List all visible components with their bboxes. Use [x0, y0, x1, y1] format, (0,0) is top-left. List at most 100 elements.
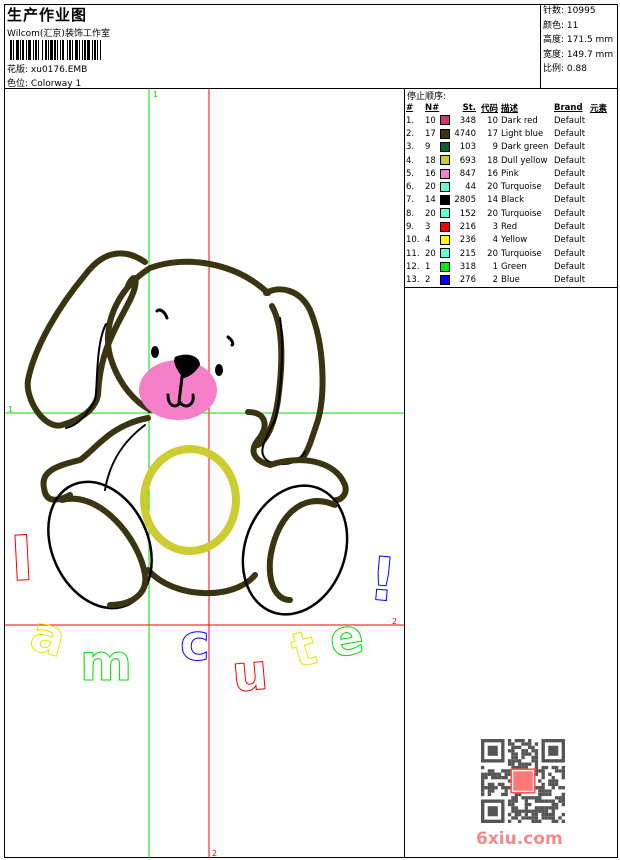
barcode-bar [21, 40, 22, 60]
stat-scale: 比例: 0.88 [543, 64, 587, 74]
barcode-bar [87, 40, 90, 60]
barcode-bar [73, 40, 75, 60]
row-description: Green [501, 261, 527, 272]
row-stitches: 215 [459, 248, 476, 259]
barcode [10, 40, 102, 60]
barcode-bar [78, 40, 79, 60]
left-arm [40, 415, 151, 503]
barcode-bar [90, 40, 92, 60]
row-stitches: 103 [459, 142, 476, 153]
row-description: Blue [501, 275, 520, 286]
head-outline [105, 258, 271, 413]
row-number: 3 [425, 222, 431, 233]
row-stitches: 152 [459, 208, 476, 219]
color-swatch [440, 221, 450, 232]
row-swatch [440, 247, 453, 260]
barcode-bar [20, 40, 21, 60]
row-swatch [440, 207, 453, 220]
row-swatch [440, 274, 453, 287]
row-code: 20 [487, 248, 498, 259]
row-number: 20 [425, 182, 436, 193]
color-swatch [440, 261, 450, 272]
barcode-bar [86, 40, 87, 60]
left-foot [47, 480, 153, 610]
axis-mark-bottom: 2 [212, 849, 217, 858]
barcode-bar [50, 40, 53, 60]
row-index: 1. [406, 115, 415, 126]
row-stitches: 2805 [454, 195, 476, 206]
row-number: 10 [425, 115, 436, 126]
row-index: 2. [406, 128, 415, 139]
barcode-bar [96, 40, 97, 60]
col-stitches: St. [462, 102, 476, 113]
right-ear [245, 286, 326, 468]
letter-a: a [25, 604, 73, 669]
page-frame [4, 4, 618, 858]
row-brand: Default [554, 155, 586, 166]
row-brand: Default [554, 235, 586, 246]
row-swatch [440, 234, 453, 247]
row-index: 11. [406, 248, 420, 259]
barcode-bar [22, 40, 24, 60]
table-header: # N# St. 代码 描述 Brand 元素 [406, 101, 607, 114]
col-number: N# [425, 102, 440, 113]
right-eyebrow [226, 335, 235, 347]
barcode-bar [69, 40, 71, 60]
barcode-bar [97, 40, 98, 60]
row-swatch [440, 167, 453, 180]
letter-c: c [180, 614, 210, 672]
colorway-value: Colorway 1 [30, 79, 82, 89]
row-number: 17 [425, 128, 436, 139]
row-brand: Default [554, 248, 586, 259]
left-eye [151, 346, 159, 358]
table-row: 5. 16 847 16 Pink Default [406, 167, 607, 180]
stat-height: 高度: 171.5 mm [543, 35, 614, 45]
design-label: 花版: [7, 65, 29, 75]
row-description: Dark red [501, 115, 538, 126]
right-eye [215, 364, 223, 376]
page-title: 生产作业图 [7, 6, 88, 24]
barcode-bar [34, 40, 35, 60]
row-number: 14 [425, 195, 436, 206]
barcode-bar [67, 40, 68, 60]
barcode-bar [53, 40, 54, 60]
barcode-bar [75, 40, 78, 60]
barcode-bar [68, 40, 69, 60]
barcode-bar [19, 40, 20, 60]
row-swatch [440, 154, 453, 167]
axis-mark-top: 1 [153, 90, 158, 99]
barcode-bar [58, 40, 60, 60]
row-number: 9 [425, 142, 431, 153]
color-swatch [440, 141, 450, 152]
row-index: 8. [406, 208, 415, 219]
row-stitches: 276 [459, 275, 476, 286]
row-code: 3 [492, 222, 498, 233]
barcode-bar [45, 40, 47, 60]
table-row: 11. 20 215 20 Turquoise Default [406, 247, 607, 260]
row-swatch [440, 220, 453, 233]
stop-sequence-panel: 停止顺序: # N# St. 代码 描述 Brand 元素 1. 10 348 … [405, 89, 618, 288]
color-sequence-table: # N# St. 代码 描述 Brand 元素 1. 10 348 10 Dar… [406, 101, 607, 287]
row-brand: Default [554, 128, 586, 139]
right-foot [241, 484, 349, 616]
col-code: 代码 [480, 103, 498, 114]
table-row: 3. 9 103 9 Dark green Default [406, 141, 607, 154]
barcode-bar [42, 40, 43, 60]
barcode-bar [79, 40, 80, 60]
barcode-bar [101, 40, 102, 60]
row-brand: Default [554, 222, 586, 233]
table-row: 7. 14 2805 14 Black Default [406, 194, 607, 207]
row-brand: Default [554, 168, 586, 179]
barcode-bar [49, 40, 50, 60]
bunny-design [24, 250, 349, 616]
barcode-bar [10, 40, 12, 60]
row-swatch [440, 194, 453, 207]
mouth [166, 375, 195, 408]
barcode-bar [35, 40, 37, 60]
barcode-bar [33, 40, 34, 60]
colorway: 色位: Colorway 1 [7, 76, 81, 89]
colorway-label: 色位: [7, 79, 29, 89]
col-index: # [406, 102, 414, 113]
row-index: 5. [406, 168, 415, 179]
table-row: 10. 4 236 4 Yellow Default [406, 234, 607, 247]
